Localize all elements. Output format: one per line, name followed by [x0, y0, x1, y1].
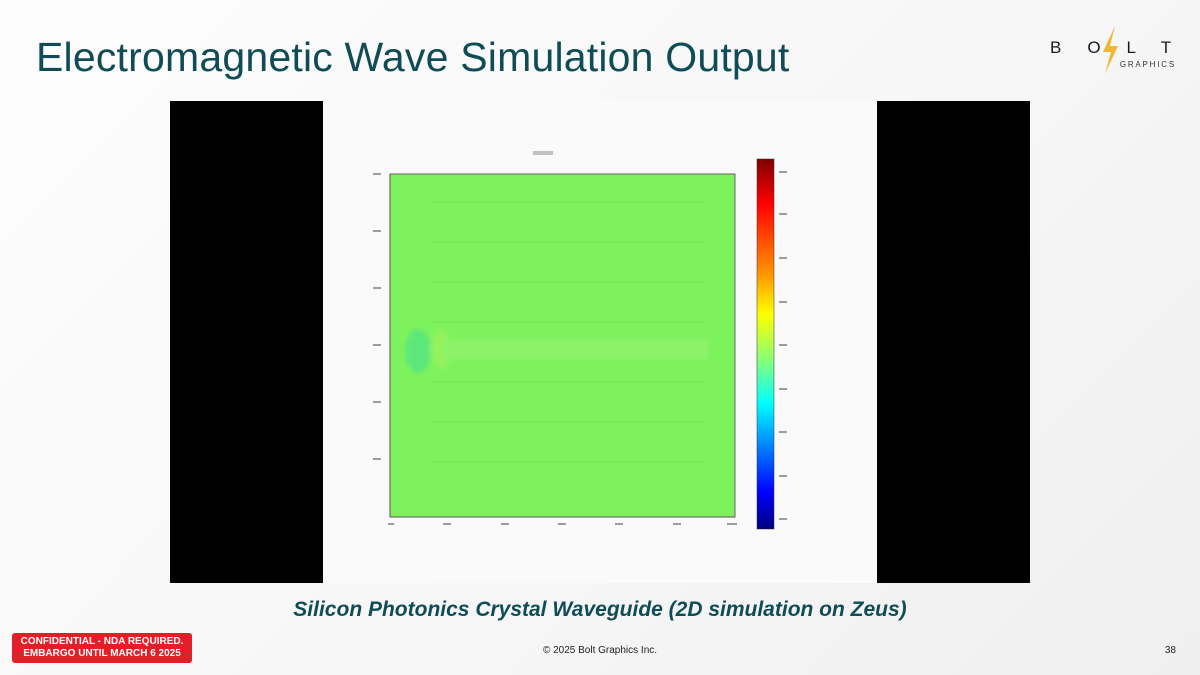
slide-caption: Silicon Photonics Crystal Waveguide (2D … [293, 598, 907, 621]
waveguide-pattern [405, 329, 708, 373]
bolt-graphics-logo: BOLT GRAPHICS [1050, 22, 1180, 74]
confidential-badge: CONFIDENTIAL - NDA REQUIRED. EMBARGO UNT… [12, 633, 192, 663]
page-number: 38 [1164, 645, 1176, 656]
slide-title: Electromagnetic Wave Simulation Output [36, 34, 790, 80]
logo-subtitle: GRAPHICS [1119, 60, 1176, 69]
confidential-line-2: EMBARGO UNTIL MARCH 6 2025 [23, 648, 181, 659]
colorbar [756, 158, 775, 530]
copyright-text: © 2025 Bolt Graphics Inc. [542, 645, 658, 656]
lightning-bolt-icon [1103, 26, 1118, 74]
simulation-video-frame [170, 101, 1030, 583]
simulation-plot [323, 101, 877, 583]
confidential-line-1: CONFIDENTIAL - NDA REQUIRED. [20, 636, 184, 647]
